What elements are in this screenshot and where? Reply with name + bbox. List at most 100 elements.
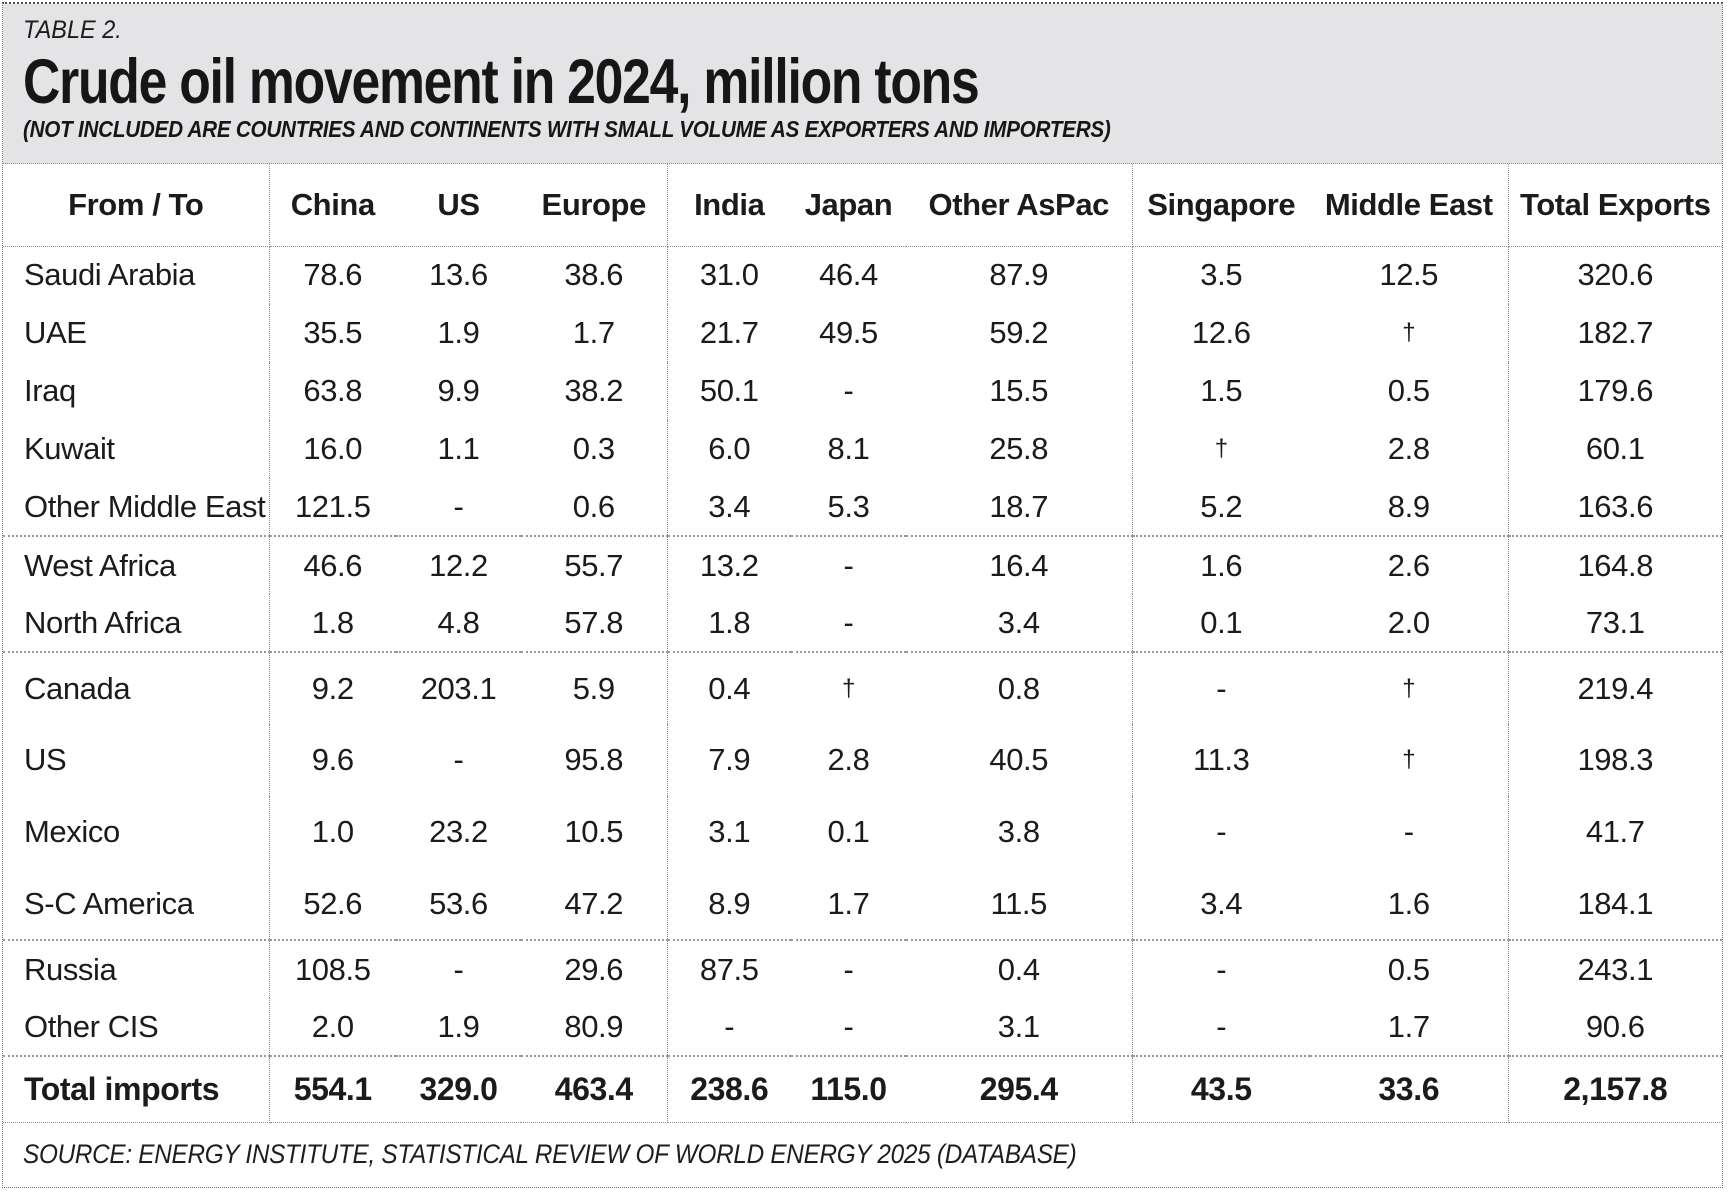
- column-header: Total Exports: [1508, 164, 1722, 247]
- row-label: Kuwait: [3, 420, 270, 478]
- value-cell: 463.4: [521, 1056, 668, 1123]
- value-cell: 11.5: [906, 868, 1133, 941]
- value-cell: 46.4: [819, 257, 878, 293]
- value-cell: †: [842, 674, 855, 702]
- header-row: From / To China US Europe India Japan Other As…: [3, 164, 1722, 247]
- table-row: West Africa 46.6 12.2 55.7 13.2 - 16.4 1.6 2.6 16…: [3, 536, 1722, 594]
- value-cell: 0.3: [521, 420, 668, 478]
- table-row: North Africa 1.8 4.8 57.8 1.8-3.4 0.1 2.0 73.1: [3, 594, 1722, 653]
- column-header: Middle East: [1310, 164, 1509, 247]
- value-cell: 0.5: [1310, 362, 1509, 420]
- value-cell: 0.4: [906, 940, 1133, 998]
- value-cell: 1.1: [437, 431, 480, 466]
- value-cell: 2.8: [1310, 420, 1509, 478]
- value-cell: 5.3: [791, 478, 906, 537]
- row-label: S-C America: [3, 868, 270, 941]
- value-cell: 164.8: [1577, 547, 1654, 583]
- value-cell: 203.1: [420, 670, 497, 706]
- value-cell: 11.3: [1193, 742, 1250, 777]
- title-band: TABLE 2. Crude oil movement in 2024, mil…: [3, 4, 1722, 164]
- value-cell: 1.9: [396, 998, 521, 1057]
- value-cell: 8.1: [827, 431, 870, 466]
- source-note: SOURCE: ENERGY INSTITUTE, STATISTICAL RE…: [23, 1139, 1077, 1169]
- value-cell: 16.0: [303, 431, 363, 466]
- value-cell: 2.0: [1310, 594, 1509, 653]
- value-cell: †: [1310, 724, 1509, 796]
- value-cell: 52.6: [269, 868, 396, 941]
- value-cell: -: [1132, 998, 1310, 1057]
- value-cell: 41.7: [1585, 814, 1645, 849]
- value-cell: 31.0: [699, 257, 759, 293]
- value-cell: 1.7: [521, 304, 668, 362]
- row-label: Total imports: [3, 1056, 270, 1123]
- value-cell: 38.2: [521, 362, 668, 420]
- value-cell: 12.5: [1310, 246, 1509, 304]
- value-cell: 7.9: [708, 742, 751, 777]
- value-cell: 53.6: [396, 868, 521, 941]
- table-row: UAE 35.5 1.9 1.7 21.7 49.5 59.2 12.6 † 182.7: [3, 304, 1722, 362]
- value-cell: 320.6: [1577, 257, 1654, 293]
- value-cell: 0.1: [1132, 594, 1310, 653]
- value-cell: 5.9: [521, 652, 668, 724]
- column-header: India: [667, 164, 791, 247]
- value-cell: 60.1: [1585, 431, 1645, 466]
- value-cell: 15.5: [906, 362, 1133, 420]
- value-cell: 9.2: [311, 670, 354, 706]
- column-header: US: [396, 164, 521, 247]
- value-cell: 179.6: [1577, 373, 1654, 408]
- value-cell: 50.1: [699, 373, 759, 408]
- value-cell: 78.6: [303, 257, 363, 293]
- value-cell: 1.6: [1310, 868, 1509, 941]
- table-subtitle: (NOT INCLUDED ARE COUNTRIES AND CONTINEN…: [23, 116, 1111, 142]
- row-label: Canada: [3, 652, 270, 724]
- table-row: Canada 9.2 203.1 5.9 0.4 † 0.8 - † 219.4: [3, 652, 1722, 724]
- value-cell: 0.1: [827, 814, 870, 849]
- value-cell: 198.3: [1577, 742, 1654, 777]
- value-cell: 1.0: [311, 814, 354, 849]
- value-cell: 238.6: [667, 1056, 791, 1123]
- total-row: Total imports 554.1 329.0 463.4 238.6 115.0 29…: [3, 1056, 1722, 1123]
- value-cell: 8.9: [1310, 478, 1509, 537]
- table-row: Iraq 63.8 9.9 38.2 50.1 - 15.5 1.5 0.5 179.6: [3, 362, 1722, 420]
- value-cell: 3.1: [906, 998, 1133, 1057]
- value-cell: -: [843, 547, 854, 583]
- table-row: Saudi Arabia 78.6 13.6 38.6 31.0 46.4 87.9 3.5 1…: [3, 246, 1722, 304]
- value-cell: 29.6: [521, 940, 668, 998]
- value-cell: 554.1: [269, 1056, 396, 1123]
- value-cell: 10.5: [521, 796, 668, 868]
- value-cell: 3.4: [1132, 868, 1310, 941]
- value-cell: 163.6: [1508, 478, 1722, 537]
- value-cell: 9.9: [437, 373, 480, 408]
- table-body: Saudi Arabia 78.6 13.6 38.6 31.0 46.4 87.9 3.5 1…: [3, 246, 1722, 1123]
- table-number-label: TABLE 2.: [23, 16, 122, 44]
- row-label: US: [3, 724, 270, 796]
- value-cell: †: [1214, 435, 1228, 462]
- value-cell: 46.6: [303, 547, 363, 583]
- value-cell: 1.8: [667, 594, 791, 653]
- value-cell: -: [396, 478, 521, 537]
- value-cell: 87.5: [699, 951, 759, 987]
- table-row: Mexico 1.0 23.2 10.5 3.1 0.1 3.8 - - 41.7: [3, 796, 1722, 868]
- row-label: UAE: [3, 304, 270, 362]
- value-cell: 0.5: [1310, 940, 1509, 998]
- row-label: North Africa: [3, 594, 270, 653]
- column-header: Europe: [521, 164, 668, 247]
- row-label: Mexico: [3, 796, 270, 868]
- table-row: S-C America 52.6 53.6 47.2 8.9 1.7 11.5 3.4 1.6 1…: [3, 868, 1722, 941]
- value-cell: 8.9: [667, 868, 791, 941]
- value-cell: 43.5: [1132, 1056, 1310, 1123]
- value-cell: 40.5: [906, 724, 1133, 796]
- value-cell: 73.1: [1508, 594, 1722, 653]
- column-header: Singapore: [1132, 164, 1310, 247]
- value-cell: -: [1216, 670, 1227, 706]
- value-cell: 4.8: [396, 594, 521, 653]
- row-label: West Africa: [3, 536, 270, 594]
- value-cell: 184.1: [1508, 868, 1722, 941]
- value-cell: 95.8: [521, 724, 668, 796]
- value-cell: -: [791, 998, 906, 1057]
- value-cell: 3.5: [1200, 257, 1243, 293]
- value-cell: 25.8: [906, 420, 1133, 478]
- value-cell: 13.6: [429, 257, 488, 293]
- value-cell: -: [843, 373, 854, 408]
